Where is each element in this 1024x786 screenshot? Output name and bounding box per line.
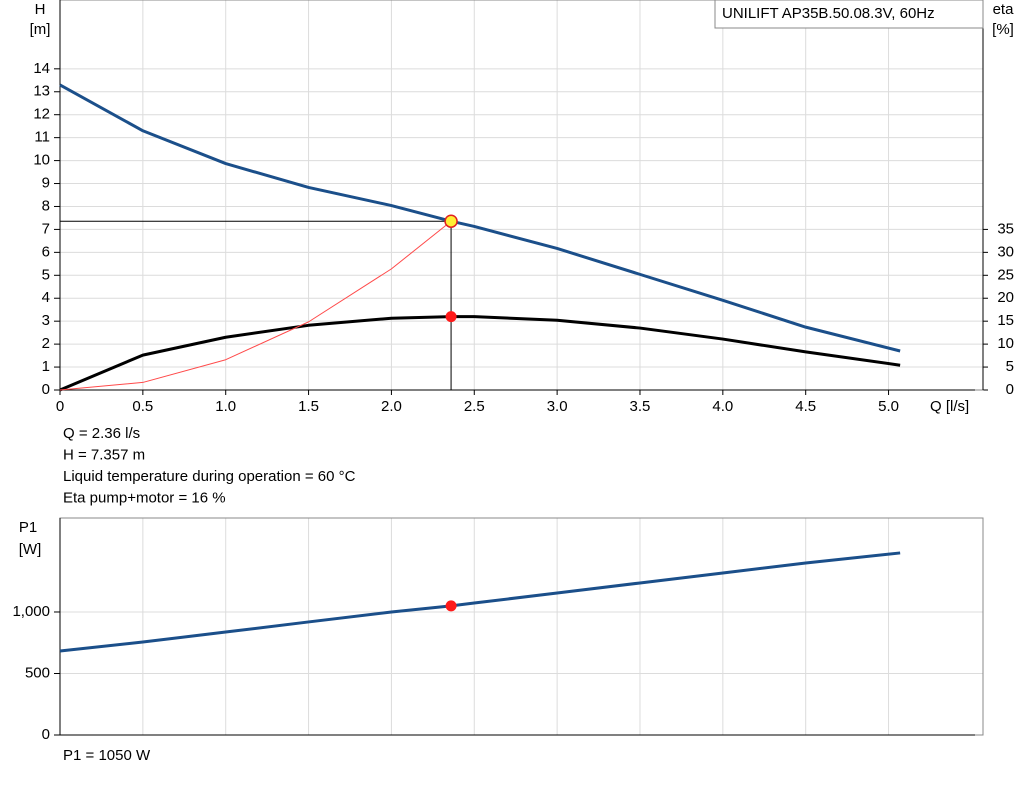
curve bbox=[59, 83, 901, 353]
title-box bbox=[714, 0, 984, 29]
y2-tick-label: 15 bbox=[997, 312, 1014, 329]
operating-point bbox=[444, 214, 458, 228]
y2-tick-label: 5 bbox=[1006, 358, 1014, 375]
y-tick-label: 3 bbox=[42, 312, 50, 329]
y-tick-label: 1,000 bbox=[12, 603, 50, 620]
y2-tick-label: 35 bbox=[997, 220, 1014, 237]
x-tick-label: 3.5 bbox=[630, 398, 651, 415]
y-tick-label: 11 bbox=[34, 129, 50, 146]
y-tick-label: 1 bbox=[42, 358, 50, 375]
y-axis-label: P1 bbox=[19, 519, 37, 536]
annotation: Eta pump+motor = 16 % bbox=[63, 489, 226, 506]
x-tick-label: 4.0 bbox=[712, 398, 733, 415]
y-axis-label: H bbox=[35, 1, 46, 18]
y-axis-unit: [W] bbox=[19, 541, 42, 558]
x-tick-label: 1.0 bbox=[215, 398, 236, 415]
curve bbox=[59, 315, 901, 392]
curve bbox=[59, 551, 901, 653]
y-tick-label: 14 bbox=[33, 60, 50, 77]
y2-tick-label: 25 bbox=[997, 266, 1014, 283]
y2-axis-unit: [%] bbox=[992, 21, 1014, 38]
y2-axis-label: eta bbox=[993, 1, 1015, 18]
y-tick-label: 500 bbox=[25, 664, 50, 681]
y-tick-label: 13 bbox=[33, 83, 50, 100]
operating-point bbox=[445, 600, 457, 612]
chart-title: UNILIFT AP35B.50.08.3V, 60Hz bbox=[722, 5, 935, 22]
plot-area bbox=[60, 518, 983, 735]
curve bbox=[59, 220, 452, 391]
operating-point-eta bbox=[445, 311, 457, 323]
y-tick-label: 7 bbox=[42, 220, 50, 237]
x-tick-label: 2.0 bbox=[381, 398, 402, 415]
y2-tick-label: 10 bbox=[997, 335, 1014, 352]
y-tick-label: 12 bbox=[33, 106, 50, 123]
annotation: Liquid temperature during operation = 60… bbox=[63, 468, 356, 485]
x-tick-label: 4.5 bbox=[795, 398, 816, 415]
y-tick-label: 4 bbox=[42, 289, 50, 306]
y-tick-label: 0 bbox=[42, 726, 50, 743]
plot-area bbox=[60, 0, 983, 390]
x-tick-label: 0.5 bbox=[132, 398, 153, 415]
annotation: Q = 2.36 l/s bbox=[63, 425, 140, 442]
y-axis-unit: [m] bbox=[30, 21, 51, 38]
x-axis-label: Q [l/s] bbox=[930, 398, 969, 415]
y-tick-label: 0 bbox=[42, 381, 50, 398]
y-tick-label: 9 bbox=[42, 174, 50, 191]
y-tick-label: 5 bbox=[42, 266, 50, 283]
y-tick-label: 10 bbox=[33, 152, 50, 169]
x-tick-label: 2.5 bbox=[464, 398, 485, 415]
y2-tick-label: 20 bbox=[997, 289, 1014, 306]
y2-tick-label: 30 bbox=[997, 243, 1014, 260]
x-tick-label: 0 bbox=[56, 398, 64, 415]
x-tick-label: 1.5 bbox=[298, 398, 319, 415]
y-tick-label: 8 bbox=[42, 197, 50, 214]
annotation: P1 = 1050 W bbox=[63, 747, 151, 764]
y2-tick-label: 0 bbox=[1006, 381, 1014, 398]
x-tick-label: 3.0 bbox=[547, 398, 568, 415]
y-tick-label: 6 bbox=[42, 243, 50, 260]
x-tick-label: 5.0 bbox=[878, 398, 899, 415]
y-tick-label: 2 bbox=[42, 335, 50, 352]
annotation: H = 7.357 m bbox=[63, 446, 145, 463]
